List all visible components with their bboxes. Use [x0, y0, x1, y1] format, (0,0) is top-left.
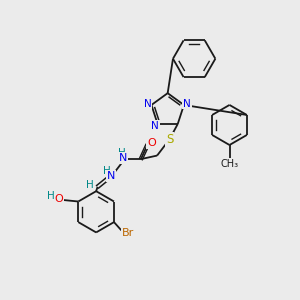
Text: Br: Br	[122, 228, 134, 238]
Text: CH₃: CH₃	[220, 158, 238, 169]
Text: H: H	[103, 167, 111, 176]
Text: H: H	[118, 148, 126, 158]
Text: N: N	[152, 121, 159, 131]
Text: N: N	[183, 98, 191, 109]
Text: O: O	[54, 194, 63, 204]
Text: H: H	[86, 180, 94, 190]
Text: N: N	[107, 171, 115, 181]
Text: H: H	[47, 191, 55, 202]
Text: N: N	[119, 153, 128, 163]
Text: S: S	[166, 133, 173, 146]
Text: N: N	[144, 99, 152, 109]
Text: O: O	[147, 139, 156, 148]
